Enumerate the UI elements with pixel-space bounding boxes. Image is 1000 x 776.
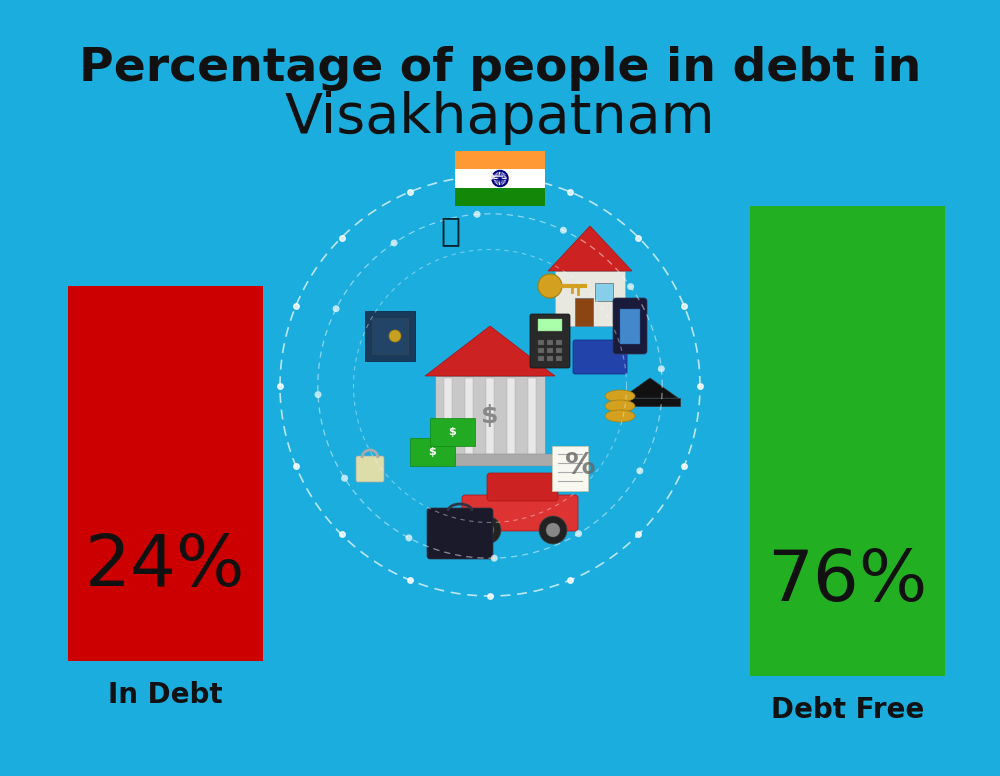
Ellipse shape bbox=[605, 400, 635, 412]
Circle shape bbox=[480, 523, 494, 537]
Bar bbox=[444, 378, 452, 454]
Ellipse shape bbox=[605, 390, 635, 402]
FancyBboxPatch shape bbox=[427, 508, 493, 559]
Bar bbox=[552, 446, 588, 491]
Bar bbox=[410, 438, 455, 466]
Polygon shape bbox=[425, 326, 555, 376]
Polygon shape bbox=[620, 398, 680, 406]
Bar bbox=[575, 298, 593, 326]
Bar bbox=[620, 309, 640, 344]
Ellipse shape bbox=[605, 410, 635, 422]
Bar bbox=[538, 348, 544, 353]
Text: $: $ bbox=[428, 447, 436, 457]
Bar bbox=[750, 206, 945, 676]
Circle shape bbox=[315, 391, 322, 398]
Bar bbox=[465, 378, 473, 454]
Bar bbox=[365, 311, 415, 361]
Text: Percentage of people in debt in: Percentage of people in debt in bbox=[79, 46, 921, 91]
Bar bbox=[556, 340, 562, 345]
Circle shape bbox=[560, 227, 567, 234]
Bar bbox=[556, 356, 562, 361]
Bar bbox=[538, 319, 562, 331]
Text: $: $ bbox=[448, 427, 456, 437]
Text: 76%: 76% bbox=[767, 547, 928, 616]
Bar bbox=[430, 418, 475, 446]
Bar bbox=[547, 340, 553, 345]
FancyBboxPatch shape bbox=[573, 340, 627, 374]
FancyBboxPatch shape bbox=[462, 495, 578, 531]
Circle shape bbox=[474, 211, 481, 218]
Circle shape bbox=[491, 555, 498, 562]
Bar bbox=[455, 169, 545, 188]
Bar bbox=[547, 348, 553, 353]
Bar bbox=[528, 378, 536, 454]
Circle shape bbox=[333, 305, 340, 312]
Bar bbox=[68, 286, 263, 661]
Bar bbox=[435, 376, 545, 456]
Bar bbox=[538, 340, 544, 345]
Bar bbox=[538, 356, 544, 361]
Text: 24%: 24% bbox=[85, 532, 246, 601]
Bar bbox=[555, 271, 625, 326]
Circle shape bbox=[341, 475, 348, 482]
Text: %: % bbox=[565, 452, 595, 480]
Circle shape bbox=[658, 365, 665, 372]
FancyBboxPatch shape bbox=[530, 314, 570, 368]
FancyBboxPatch shape bbox=[613, 298, 647, 354]
Bar bbox=[556, 348, 562, 353]
Bar bbox=[486, 378, 494, 454]
Bar bbox=[507, 378, 515, 454]
Circle shape bbox=[405, 535, 412, 542]
Circle shape bbox=[546, 523, 560, 537]
Circle shape bbox=[391, 240, 398, 247]
Circle shape bbox=[575, 530, 582, 537]
Text: In Debt: In Debt bbox=[108, 681, 223, 709]
Bar bbox=[455, 188, 545, 206]
FancyBboxPatch shape bbox=[356, 456, 384, 482]
Bar bbox=[425, 454, 555, 466]
Bar bbox=[455, 151, 545, 169]
Bar bbox=[547, 356, 553, 361]
Text: $: $ bbox=[481, 404, 499, 428]
Text: Visakhapatnam: Visakhapatnam bbox=[285, 91, 715, 145]
Text: Debt Free: Debt Free bbox=[771, 696, 924, 724]
Circle shape bbox=[539, 516, 567, 544]
Polygon shape bbox=[548, 226, 632, 271]
Circle shape bbox=[389, 330, 401, 342]
Bar bbox=[595, 283, 613, 301]
Circle shape bbox=[636, 467, 643, 474]
Circle shape bbox=[538, 274, 562, 298]
FancyBboxPatch shape bbox=[487, 473, 558, 501]
Bar bbox=[372, 318, 408, 354]
Circle shape bbox=[627, 283, 634, 290]
Polygon shape bbox=[622, 378, 678, 398]
Circle shape bbox=[473, 516, 501, 544]
Text: 🦅: 🦅 bbox=[440, 214, 460, 248]
